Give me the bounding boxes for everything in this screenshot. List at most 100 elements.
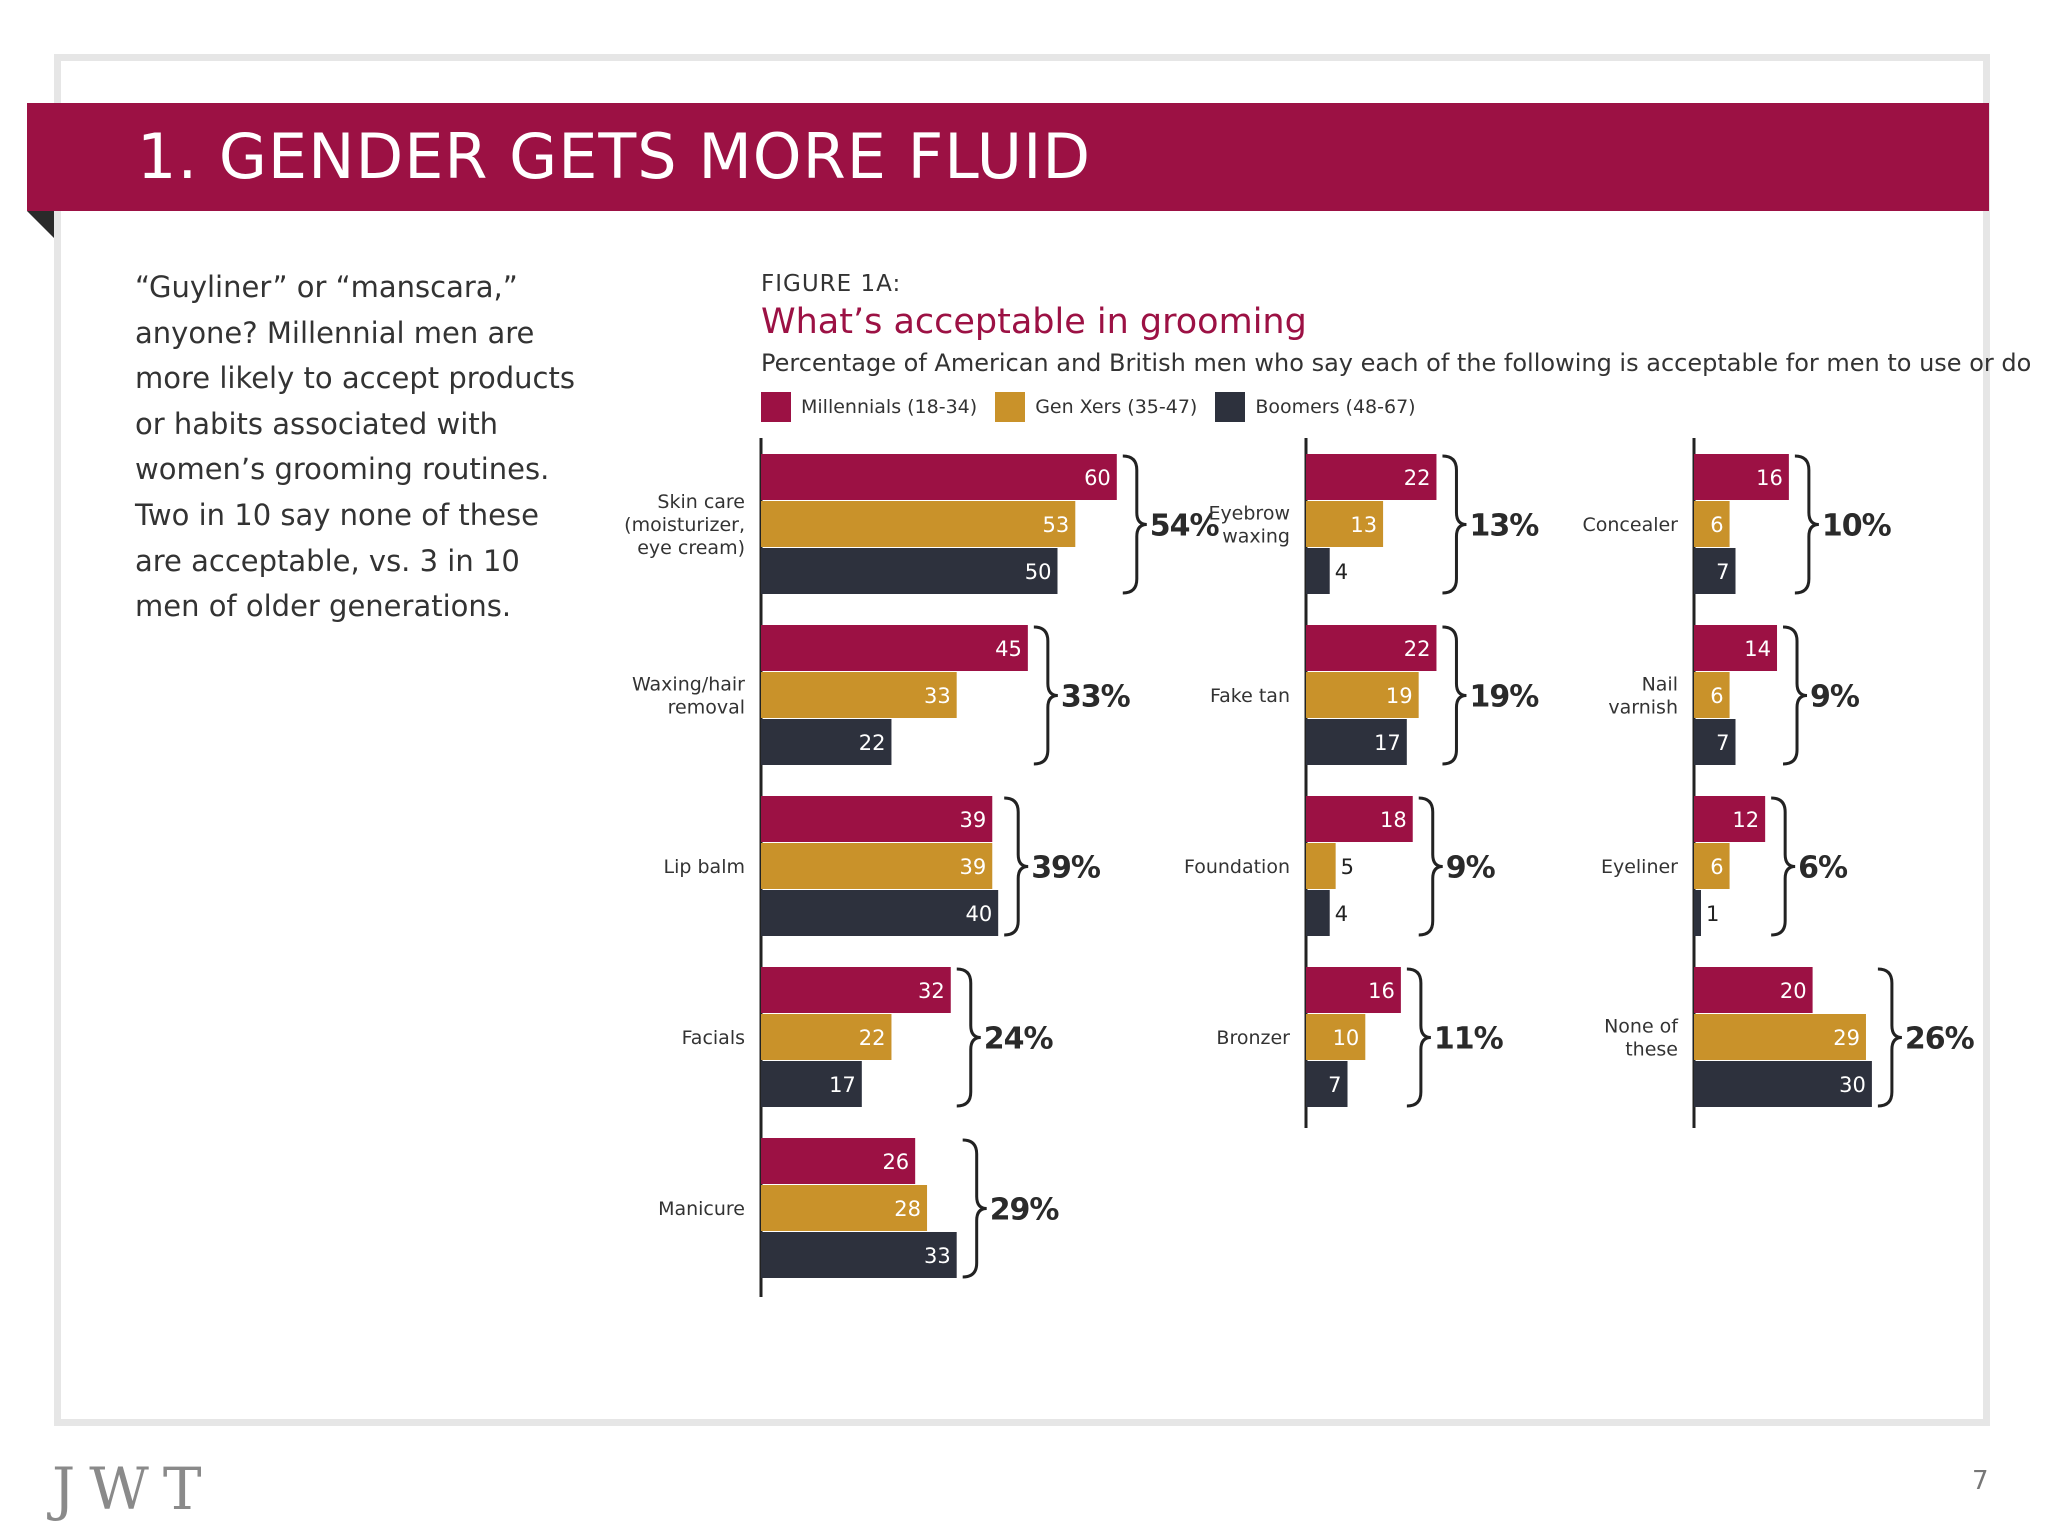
- total-label-fake-tan: 19%: [1469, 680, 1539, 715]
- bar-waxing-hair-removal-millennials: [761, 625, 1028, 671]
- figure-subtitle: Percentage of American and British men w…: [761, 349, 2032, 377]
- value-label-manicure-millennials: 26: [882, 1150, 909, 1174]
- total-label-bronzer: 11%: [1434, 1022, 1504, 1057]
- bar-eyebrow-waxing-boomers: [1306, 548, 1330, 594]
- legend-label-millennials: Millennials (18-34): [801, 396, 978, 418]
- value-label-facials-genx: 22: [859, 1026, 886, 1050]
- value-label-bronzer-genx: 10: [1333, 1026, 1360, 1050]
- legend-swatch-millennials: [761, 392, 791, 422]
- bar-concealer-boomers: [1694, 548, 1736, 594]
- bar-skin-care-moisturizer-eye-cream-boomers: [761, 548, 1058, 594]
- legend-swatch-boomers: [1215, 392, 1246, 422]
- legend-item-genx: Gen Xers (35-47): [995, 392, 1197, 422]
- page-number: 7: [1972, 1466, 1989, 1496]
- value-label-eyebrow-waxing-genx: 13: [1350, 513, 1377, 537]
- legend-swatch-genx: [995, 392, 1026, 422]
- total-label-facials: 24%: [984, 1022, 1054, 1057]
- total-label-waxing-hair-removal: 33%: [1061, 680, 1131, 715]
- value-label-concealer-millennials: 16: [1756, 466, 1783, 490]
- brace-eyebrow-waxing: [1442, 454, 1467, 595]
- bar-eyeliner-boomers: [1694, 890, 1701, 936]
- value-label-fake-tan-genx: 19: [1386, 684, 1413, 708]
- category-label-concealer: Concealer: [1583, 514, 1679, 536]
- brace-foundation: [1418, 796, 1443, 937]
- bar-eyebrow-waxing-millennials: [1306, 454, 1437, 500]
- category-label-facials: Facials: [682, 1027, 745, 1049]
- brace-skin-care-moisturizer-eye-cream: [1122, 454, 1147, 595]
- bar-nail-varnish-boomers: [1694, 719, 1736, 765]
- category-label-none-of-these: None of these: [1604, 1016, 1679, 1061]
- brace-facials: [956, 967, 981, 1108]
- brace-bronzer: [1406, 967, 1431, 1108]
- brace-eyeliner: [1771, 796, 1796, 937]
- slide-title: 1. GENDER GETS MORE FLUID: [137, 120, 1092, 193]
- value-label-lip-balm-boomers: 40: [965, 902, 992, 926]
- category-label-eyeliner: Eyeliner: [1601, 856, 1678, 878]
- value-label-eyeliner-boomers: 1: [1706, 902, 1719, 926]
- bar-eyeliner-millennials: [1694, 796, 1766, 842]
- bar-manicure-genx: [761, 1185, 928, 1231]
- value-label-nail-varnish-boomers: 7: [1716, 731, 1729, 755]
- value-label-facials-millennials: 32: [918, 979, 945, 1003]
- category-label-bronzer: Bronzer: [1216, 1027, 1290, 1049]
- bar-eyebrow-waxing-genx: [1306, 501, 1384, 547]
- brace-manicure: [962, 1138, 987, 1279]
- total-label-eyebrow-waxing: 13%: [1469, 509, 1539, 544]
- value-label-eyeliner-genx: 6: [1710, 855, 1723, 879]
- legend-label-genx: Gen Xers (35-47): [1035, 396, 1198, 418]
- value-label-waxing-hair-removal-boomers: 22: [859, 731, 886, 755]
- jwt-logo: JWT: [52, 1455, 216, 1523]
- total-label-manicure: 29%: [990, 1193, 1060, 1228]
- intro-text: “Guyliner” or “manscara,” anyone? Millen…: [135, 270, 575, 624]
- value-label-eyebrow-waxing-millennials: 22: [1404, 466, 1431, 490]
- bar-bronzer-boomers: [1306, 1061, 1348, 1107]
- value-label-bronzer-millennials: 16: [1368, 979, 1395, 1003]
- value-label-foundation-boomers: 4: [1335, 902, 1348, 926]
- value-label-manicure-genx: 28: [894, 1197, 921, 1221]
- value-label-skin-care-moisturizer-eye-cream-boomers: 50: [1025, 560, 1052, 584]
- bar-fake-tan-millennials: [1306, 625, 1437, 671]
- brace-none-of-these: [1877, 967, 1903, 1108]
- bar-none-of-these-millennials: [1694, 967, 1813, 1013]
- value-label-eyeliner-millennials: 12: [1732, 808, 1759, 832]
- total-label-concealer: 10%: [1822, 509, 1892, 544]
- value-label-waxing-hair-removal-genx: 33: [924, 684, 951, 708]
- total-label-skin-care-moisturizer-eye-cream: 54%: [1150, 509, 1220, 544]
- value-label-nail-varnish-millennials: 14: [1744, 637, 1771, 661]
- total-label-eyeliner: 6%: [1798, 851, 1848, 886]
- bar-foundation-millennials: [1306, 796, 1413, 842]
- bar-lip-balm-genx: [761, 843, 993, 889]
- brace-lip-balm: [1004, 796, 1029, 937]
- bar-eyeliner-genx: [1694, 843, 1730, 889]
- legend-label-boomers: Boomers (48-67): [1255, 396, 1416, 418]
- value-label-eyebrow-waxing-boomers: 4: [1335, 560, 1348, 584]
- bar-none-of-these-genx: [1694, 1014, 1866, 1060]
- bar-lip-balm-boomers: [761, 890, 999, 936]
- value-label-foundation-millennials: 18: [1380, 808, 1407, 832]
- bar-facials-genx: [761, 1014, 892, 1060]
- chart-legend: Millennials (18-34) Gen Xers (35-47) Boo…: [761, 391, 1434, 423]
- category-label-skin-care-moisturizer-eye-cream: Skin care (moisturizer, eye cream): [624, 491, 745, 559]
- total-label-none-of-these: 26%: [1905, 1022, 1975, 1057]
- brace-nail-varnish: [1782, 625, 1808, 766]
- legend-item-boomers: Boomers (48-67): [1215, 392, 1416, 422]
- value-label-skin-care-moisturizer-eye-cream-genx: 53: [1043, 513, 1070, 537]
- bar-foundation-genx: [1306, 843, 1336, 889]
- title-banner: 1. GENDER GETS MORE FLUID: [27, 103, 1989, 211]
- value-label-concealer-genx: 6: [1710, 513, 1723, 537]
- value-label-lip-balm-genx: 39: [960, 855, 987, 879]
- figure-title: What’s acceptable in grooming: [761, 302, 1307, 342]
- bar-concealer-genx: [1694, 501, 1730, 547]
- bar-foundation-boomers: [1306, 890, 1330, 936]
- category-label-lip-balm: Lip balm: [664, 856, 745, 878]
- bar-concealer-millennials: [1694, 454, 1789, 500]
- bar-fake-tan-genx: [1306, 672, 1419, 718]
- banner-fold: [27, 211, 54, 238]
- value-label-fake-tan-millennials: 22: [1404, 637, 1431, 661]
- value-label-skin-care-moisturizer-eye-cream-millennials: 60: [1084, 466, 1111, 490]
- bar-skin-care-moisturizer-eye-cream-millennials: [761, 454, 1117, 500]
- brace-fake-tan: [1442, 625, 1467, 766]
- legend-item-millennials: Millennials (18-34): [761, 392, 977, 422]
- value-label-none-of-these-millennials: 20: [1780, 979, 1807, 1003]
